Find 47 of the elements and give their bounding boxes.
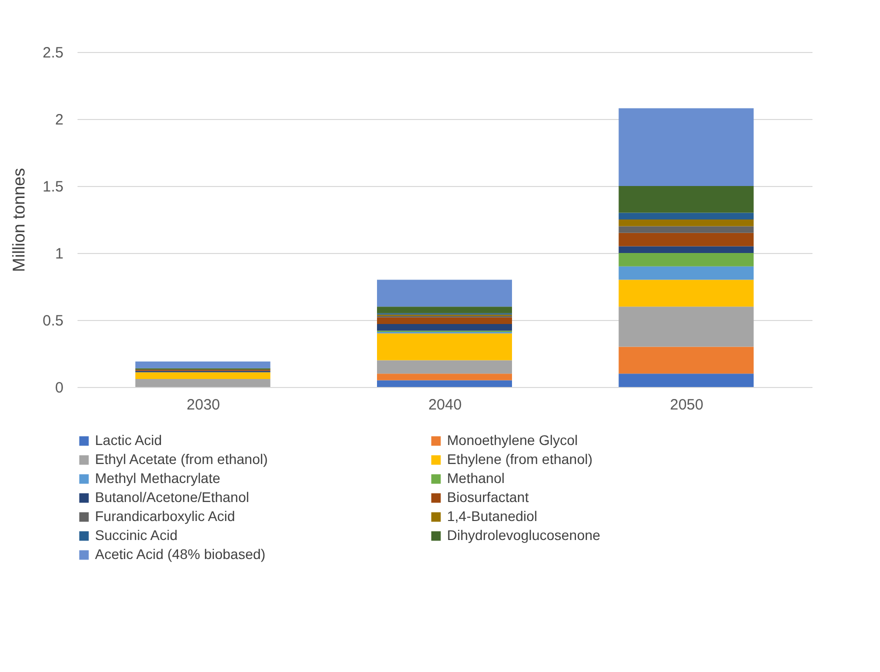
legend-label: Biosurfactant [447,489,529,505]
bar [618,246,754,253]
y-tick-label: 2 [55,112,64,128]
y-tick-label: 1.5 [42,178,64,196]
bar [135,378,270,387]
bar [377,324,512,331]
bar [618,220,754,226]
y-axis-title: Million tonnes [10,168,29,272]
bar [618,253,754,266]
bar [377,280,512,307]
bar [135,372,270,379]
x-tick-label: 2030 [186,396,220,414]
legend-label: Acetic Acid (48% biobased) [95,546,266,562]
y-tick-label: 1 [55,246,64,262]
legend-label: Lactic Acid [95,432,162,448]
bar [618,186,754,213]
bar [377,317,512,324]
legend-label: Monoethylene Glycol [447,432,578,448]
bar [377,380,512,387]
bar [618,374,754,387]
bar [618,306,754,347]
legend-label: Ethylene (from ethanol) [447,451,593,467]
legend-label: Dihydrolevoglucosenone [447,527,601,543]
bar [618,108,754,186]
bar [377,333,512,360]
legend-label: Furandicarboxylic Acid [95,508,236,524]
y-tick-label: 2.5 [42,44,64,62]
bar [618,266,754,280]
bar [618,232,754,246]
bar [618,346,754,374]
bar [618,226,754,233]
legend-label: Methyl Methacrylate [95,470,220,486]
legend-label: Ethyl Acetate (from ethanol) [95,451,268,467]
bar [377,360,512,374]
bar [618,280,754,307]
y-tick-label: 0 [55,380,64,396]
y-tick-label: 0.5 [42,312,64,330]
legend-label: Methanol [447,470,505,486]
bar [135,362,270,368]
bar [618,212,754,220]
bar [377,306,512,314]
legend-label: Butanol/Acetone/Ethanol [95,489,250,505]
legend-label: Succinic Acid [95,527,178,543]
x-tick-label: 2040 [428,396,462,414]
bar [377,374,512,380]
legend-label: 1,4-Butanediol [447,508,538,524]
x-tick-label: 2050 [670,396,704,414]
